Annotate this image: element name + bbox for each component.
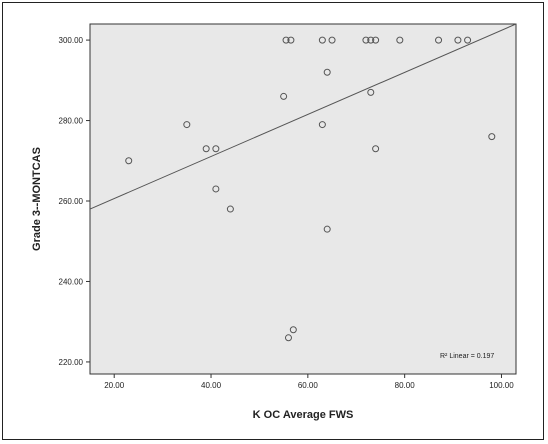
y-tick-label: 240.00 — [59, 277, 84, 286]
data-point — [323, 225, 331, 233]
data-point — [323, 68, 331, 76]
y-axis: 220.00 240.00 260.00 280.00 300.00 — [59, 36, 90, 367]
data-point — [318, 121, 326, 129]
data-point — [226, 205, 234, 213]
data-point — [464, 36, 472, 44]
data-point — [372, 145, 380, 153]
data-point — [488, 133, 496, 141]
data-point — [202, 145, 210, 153]
data-points — [125, 36, 496, 342]
x-tick-label: 80.00 — [395, 381, 416, 390]
data-point — [289, 326, 297, 334]
data-point — [435, 36, 443, 44]
x-tick-label: 40.00 — [201, 381, 222, 390]
y-axis-title: Grade 3--MONTCAS — [31, 147, 43, 251]
data-point — [396, 36, 404, 44]
linear-fit-line — [89, 23, 517, 210]
r-squared-annotation: R² Linear = 0.197 — [440, 353, 494, 360]
data-point — [367, 36, 375, 44]
y-tick-label: 220.00 — [59, 358, 84, 367]
data-point — [284, 334, 292, 342]
y-tick-label: 300.00 — [59, 36, 84, 45]
x-tick-label: 20.00 — [104, 381, 125, 390]
data-point — [280, 92, 288, 100]
data-point — [454, 36, 462, 44]
x-axis: 20.00 40.00 60.00 80.00 100.00 — [104, 374, 514, 390]
x-tick-label: 100.00 — [489, 381, 514, 390]
data-point — [328, 36, 336, 44]
plot-area — [89, 23, 517, 375]
y-tick-label: 260.00 — [59, 197, 84, 206]
data-point — [183, 121, 191, 129]
data-point — [287, 36, 295, 44]
data-point — [212, 145, 220, 153]
data-point — [125, 157, 133, 165]
data-point — [318, 36, 326, 44]
data-point — [372, 36, 380, 44]
fit-line-group — [89, 23, 517, 210]
data-point — [282, 36, 290, 44]
data-point — [212, 185, 220, 193]
x-axis-title: K OC Average FWS — [253, 409, 354, 421]
data-point — [362, 36, 370, 44]
y-tick-label: 280.00 — [59, 117, 84, 126]
x-tick-label: 60.00 — [298, 381, 319, 390]
data-point — [367, 88, 375, 96]
